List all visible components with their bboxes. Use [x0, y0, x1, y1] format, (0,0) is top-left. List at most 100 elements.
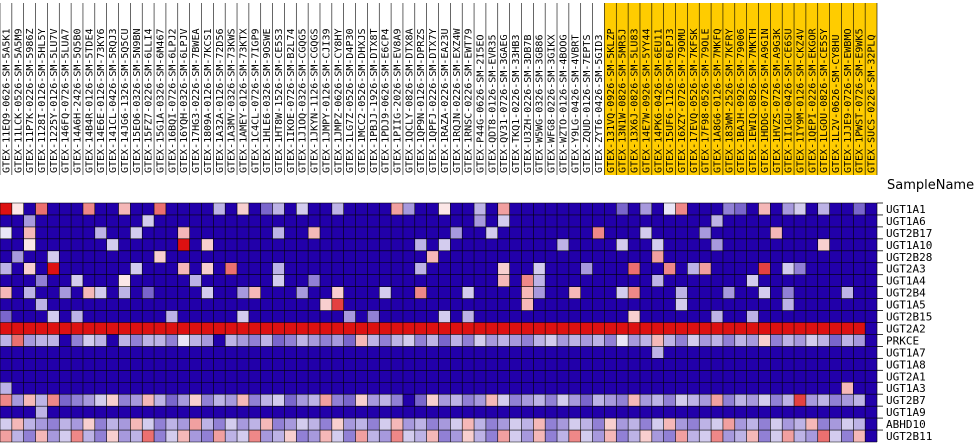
heatmap-cell [94, 418, 107, 431]
heatmap-cell [414, 262, 427, 275]
heatmap-cell [817, 250, 830, 263]
heatmap-cell [865, 310, 877, 323]
heatmap-cell [296, 346, 309, 359]
heatmap-cell [296, 226, 309, 239]
heatmap-cell [853, 346, 866, 359]
heatmap-cell [438, 274, 451, 287]
heatmap-cell [628, 298, 640, 311]
heatmap-cell [59, 214, 72, 227]
heatmap-cell [592, 322, 605, 335]
column-label: GTEX-P44G-0626-SM-2I5EO [475, 35, 486, 173]
heatmap-cell [414, 226, 427, 239]
heatmap-cell [699, 430, 712, 442]
heatmap-cell [568, 310, 581, 323]
heatmap-cell [687, 262, 700, 275]
heatmap-cell [782, 286, 795, 299]
heatmap-cell [94, 226, 107, 239]
heatmap-cell [248, 310, 261, 323]
heatmap-cell [142, 238, 155, 251]
heatmap-cell [94, 406, 107, 419]
heatmap-cell [853, 406, 866, 419]
heatmap-cell [758, 203, 771, 215]
heatmap-cell [734, 203, 747, 215]
heatmap-cell [592, 346, 605, 359]
heatmap-cell [711, 286, 723, 299]
column-label: GTEX-1128I-0126-SM-5HL5Y [37, 29, 48, 174]
heatmap-cell [130, 274, 143, 287]
heatmap-cell [35, 394, 48, 407]
heatmap-cell [367, 406, 380, 419]
heatmap-cell [474, 334, 486, 347]
heatmap-cell [47, 346, 60, 359]
heatmap-cell [734, 358, 747, 371]
heatmap-cell [47, 370, 60, 383]
heatmap-cell [319, 418, 332, 431]
heatmap-cell [35, 310, 48, 323]
heatmap-cell [142, 203, 155, 215]
heatmap-cell [225, 370, 238, 383]
heatmap-cell [319, 310, 332, 323]
heatmap-cell [865, 430, 877, 442]
heatmap-cell [308, 262, 320, 275]
heatmap-cell [817, 334, 830, 347]
heatmap-cell [94, 286, 107, 299]
heatmap-cell [699, 214, 712, 227]
heatmap-cell [11, 370, 24, 383]
heatmap-cell [450, 286, 463, 299]
heatmap-cell [746, 358, 759, 371]
heatmap-cell [367, 358, 380, 371]
heatmap-cell [308, 418, 320, 431]
heatmap-cell [154, 358, 166, 371]
heatmap-cell [213, 394, 226, 407]
heatmap-cell [770, 334, 783, 347]
heatmap-cell [699, 298, 712, 311]
heatmap-cell [770, 226, 783, 239]
heatmap-cell [734, 274, 747, 287]
heatmap-cell [485, 262, 498, 275]
heatmap-cell [557, 298, 569, 311]
heatmap-cell [165, 394, 178, 407]
heatmap-cell [687, 358, 700, 371]
heatmap-cell [94, 358, 107, 371]
heatmap-cell [319, 274, 332, 287]
column-label: GTEX-1HVZS-0726-SM-A9G3K [772, 29, 783, 174]
heatmap-cell [865, 262, 877, 275]
heatmap-cell [272, 406, 285, 419]
heatmap-cell [639, 262, 652, 275]
heatmap-cell [391, 358, 403, 371]
heatmap-cell [391, 226, 403, 239]
heatmap-cell [284, 418, 297, 431]
heatmap-cell [130, 406, 143, 419]
heatmap-cell [853, 418, 866, 431]
heatmap-cell [865, 406, 877, 419]
heatmap-cell [865, 370, 877, 383]
column-label: GTEX-TKQ1-0226-SM-33HB3 [511, 35, 522, 173]
heatmap-cell [35, 214, 48, 227]
heatmap-cell [663, 203, 676, 215]
column-label: GTEX-1IKOE-0726-SM-B2L74 [286, 29, 297, 174]
heatmap-cell [248, 382, 261, 395]
heatmap-cell [817, 214, 830, 227]
heatmap-cell [11, 430, 24, 442]
heatmap-cell [225, 322, 238, 335]
heatmap-cell [296, 382, 309, 395]
heatmap-cell [213, 310, 226, 323]
heatmap-cell [201, 418, 214, 431]
heatmap-cell [853, 262, 866, 275]
heatmap-cell [367, 418, 380, 431]
heatmap-cell [509, 250, 522, 263]
heatmap-cell [663, 226, 676, 239]
heatmap-cell [343, 250, 356, 263]
heatmap-cell [794, 214, 806, 227]
heatmap-cell [82, 394, 95, 407]
heatmap-cell [699, 274, 712, 287]
heatmap-cell [59, 238, 72, 251]
column-label: GTEX-1HT8W-1526-SM-CE5S3 [274, 29, 285, 174]
heatmap-cell [545, 298, 558, 311]
heatmap-cell [47, 430, 60, 442]
heatmap-cell [414, 430, 427, 442]
heatmap-cell [580, 358, 593, 371]
heatmap-cell [154, 298, 166, 311]
heatmap-cell [675, 226, 688, 239]
heatmap-cell [770, 370, 783, 383]
